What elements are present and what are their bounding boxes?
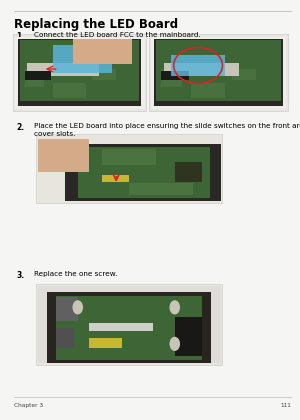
Bar <box>53 45 112 73</box>
Bar <box>102 175 129 181</box>
Text: 111: 111 <box>280 403 291 408</box>
Bar <box>38 136 220 201</box>
Bar <box>151 37 286 109</box>
Bar <box>27 63 99 76</box>
Bar <box>38 286 220 363</box>
Bar <box>156 40 281 101</box>
Circle shape <box>170 301 179 314</box>
Bar <box>78 147 209 198</box>
Text: Replace the one screw.: Replace the one screw. <box>34 271 118 277</box>
Text: 2.: 2. <box>16 123 25 132</box>
Bar <box>175 162 202 181</box>
Bar <box>56 297 202 360</box>
Bar <box>102 149 157 165</box>
Bar <box>232 69 256 80</box>
Circle shape <box>170 337 179 350</box>
Bar <box>36 284 222 365</box>
Bar <box>38 286 220 363</box>
Bar <box>161 69 182 87</box>
Text: Connect the LED board FCC to the mainboard.: Connect the LED board FCC to the mainboa… <box>34 32 201 38</box>
Bar <box>129 183 193 195</box>
Bar <box>25 71 51 80</box>
Bar <box>56 328 74 348</box>
Bar <box>18 39 141 106</box>
Text: Replacing the LED Board: Replacing the LED Board <box>14 18 178 32</box>
Bar <box>171 55 225 76</box>
Bar <box>36 134 222 203</box>
Bar <box>191 84 225 98</box>
Bar <box>20 40 139 101</box>
Bar <box>38 136 220 201</box>
Text: Chapter 3: Chapter 3 <box>14 403 43 408</box>
Bar <box>89 323 153 331</box>
Bar <box>53 84 86 98</box>
Bar <box>92 69 116 80</box>
Bar <box>164 63 239 76</box>
Text: Place the LED board into place ensuring the slide switches on the front are prop: Place the LED board into place ensuring … <box>34 123 300 137</box>
Bar <box>38 139 89 172</box>
Circle shape <box>73 301 82 314</box>
Bar <box>13 34 146 111</box>
Bar <box>73 39 132 64</box>
Bar <box>14 37 145 109</box>
Bar <box>56 297 78 320</box>
Text: 3.: 3. <box>16 271 25 280</box>
Bar <box>149 34 288 111</box>
Bar <box>65 144 220 201</box>
Bar <box>154 39 283 106</box>
Bar <box>161 71 189 80</box>
Bar <box>89 339 122 348</box>
Bar <box>175 317 202 355</box>
Text: 1.: 1. <box>16 32 25 41</box>
Bar <box>25 69 44 87</box>
Bar <box>47 292 212 363</box>
